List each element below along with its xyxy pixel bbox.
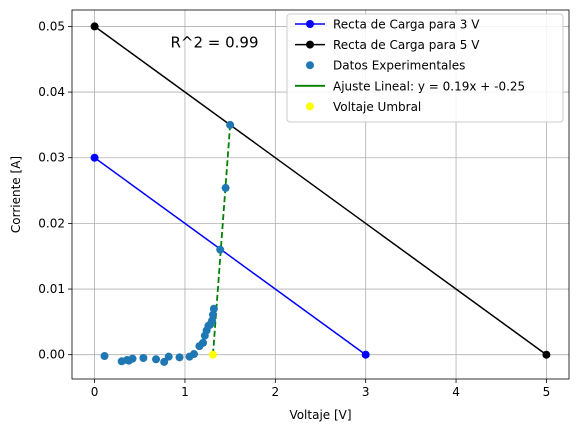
data-point (208, 350, 217, 359)
legend-handle-marker (306, 40, 314, 49)
series-0 (90, 153, 370, 359)
plot-frame (71, 9, 570, 380)
series-marker (361, 350, 370, 359)
data-point (208, 310, 217, 319)
x-tick-label: 0 (91, 385, 99, 399)
legend-handle-marker (306, 102, 314, 111)
y-axis-label: Corriente [A] (9, 156, 23, 233)
data-point (128, 354, 137, 363)
series-marker (90, 22, 99, 31)
data-point (189, 350, 198, 359)
y-tick-label: 0.00 (38, 348, 65, 362)
data-point (208, 316, 217, 325)
series-1 (90, 22, 551, 359)
data-point (100, 352, 109, 361)
data-point (175, 353, 184, 362)
y-tick-label: 0.02 (38, 216, 65, 230)
legend-label: Recta de Carga para 5 V (333, 38, 480, 52)
data-point (221, 183, 230, 192)
y-axis-ticks: 0.00 0.01 0.02 0.03 0.04 0.05 (38, 19, 72, 362)
series-2 (100, 120, 235, 366)
data-point (160, 357, 169, 366)
series-marker (90, 153, 99, 162)
series-4 (208, 350, 217, 359)
data-point (226, 120, 235, 129)
x-tick-label: 4 (452, 385, 460, 399)
legend-label: Datos Experimentales (333, 59, 465, 73)
data-point (139, 353, 148, 362)
legend-handle-marker (306, 20, 314, 28)
y-tick-label: 0.01 (38, 282, 65, 296)
data-point (199, 338, 208, 347)
x-axis-label: Voltaje [V] (289, 408, 351, 422)
x-tick-label: 5 (543, 385, 551, 399)
data-point (152, 355, 161, 364)
series-marker (542, 350, 551, 359)
series-line (94, 157, 367, 356)
data-point (216, 245, 225, 254)
x-axis-ticks: 0 1 2 3 4 5 (91, 379, 550, 399)
legend-box (286, 13, 564, 123)
legend-handle-marker (306, 61, 314, 70)
data-point (209, 304, 218, 313)
legend-label: Voltaje Umbral (333, 100, 421, 114)
legend: Recta de Carga para 3 V Recta de Carga pa… (286, 13, 564, 123)
x-tick-label: 2 (271, 385, 279, 399)
legend-label: Ajuste Lineal: y = 0.19x + -0.25 (333, 79, 525, 93)
y-tick-label: 0.05 (38, 19, 65, 33)
x-tick-label: 1 (181, 385, 189, 399)
y-tick-label: 0.04 (38, 85, 65, 99)
series-line (94, 25, 547, 356)
legend-label: Recta de Carga para 3 V (333, 18, 480, 32)
y-tick-label: 0.03 (38, 151, 65, 165)
plot-series (90, 22, 551, 366)
x-tick-label: 3 (362, 385, 370, 399)
data-point (164, 352, 173, 361)
r-squared-annotation: R^2 = 0.99 (170, 33, 258, 51)
